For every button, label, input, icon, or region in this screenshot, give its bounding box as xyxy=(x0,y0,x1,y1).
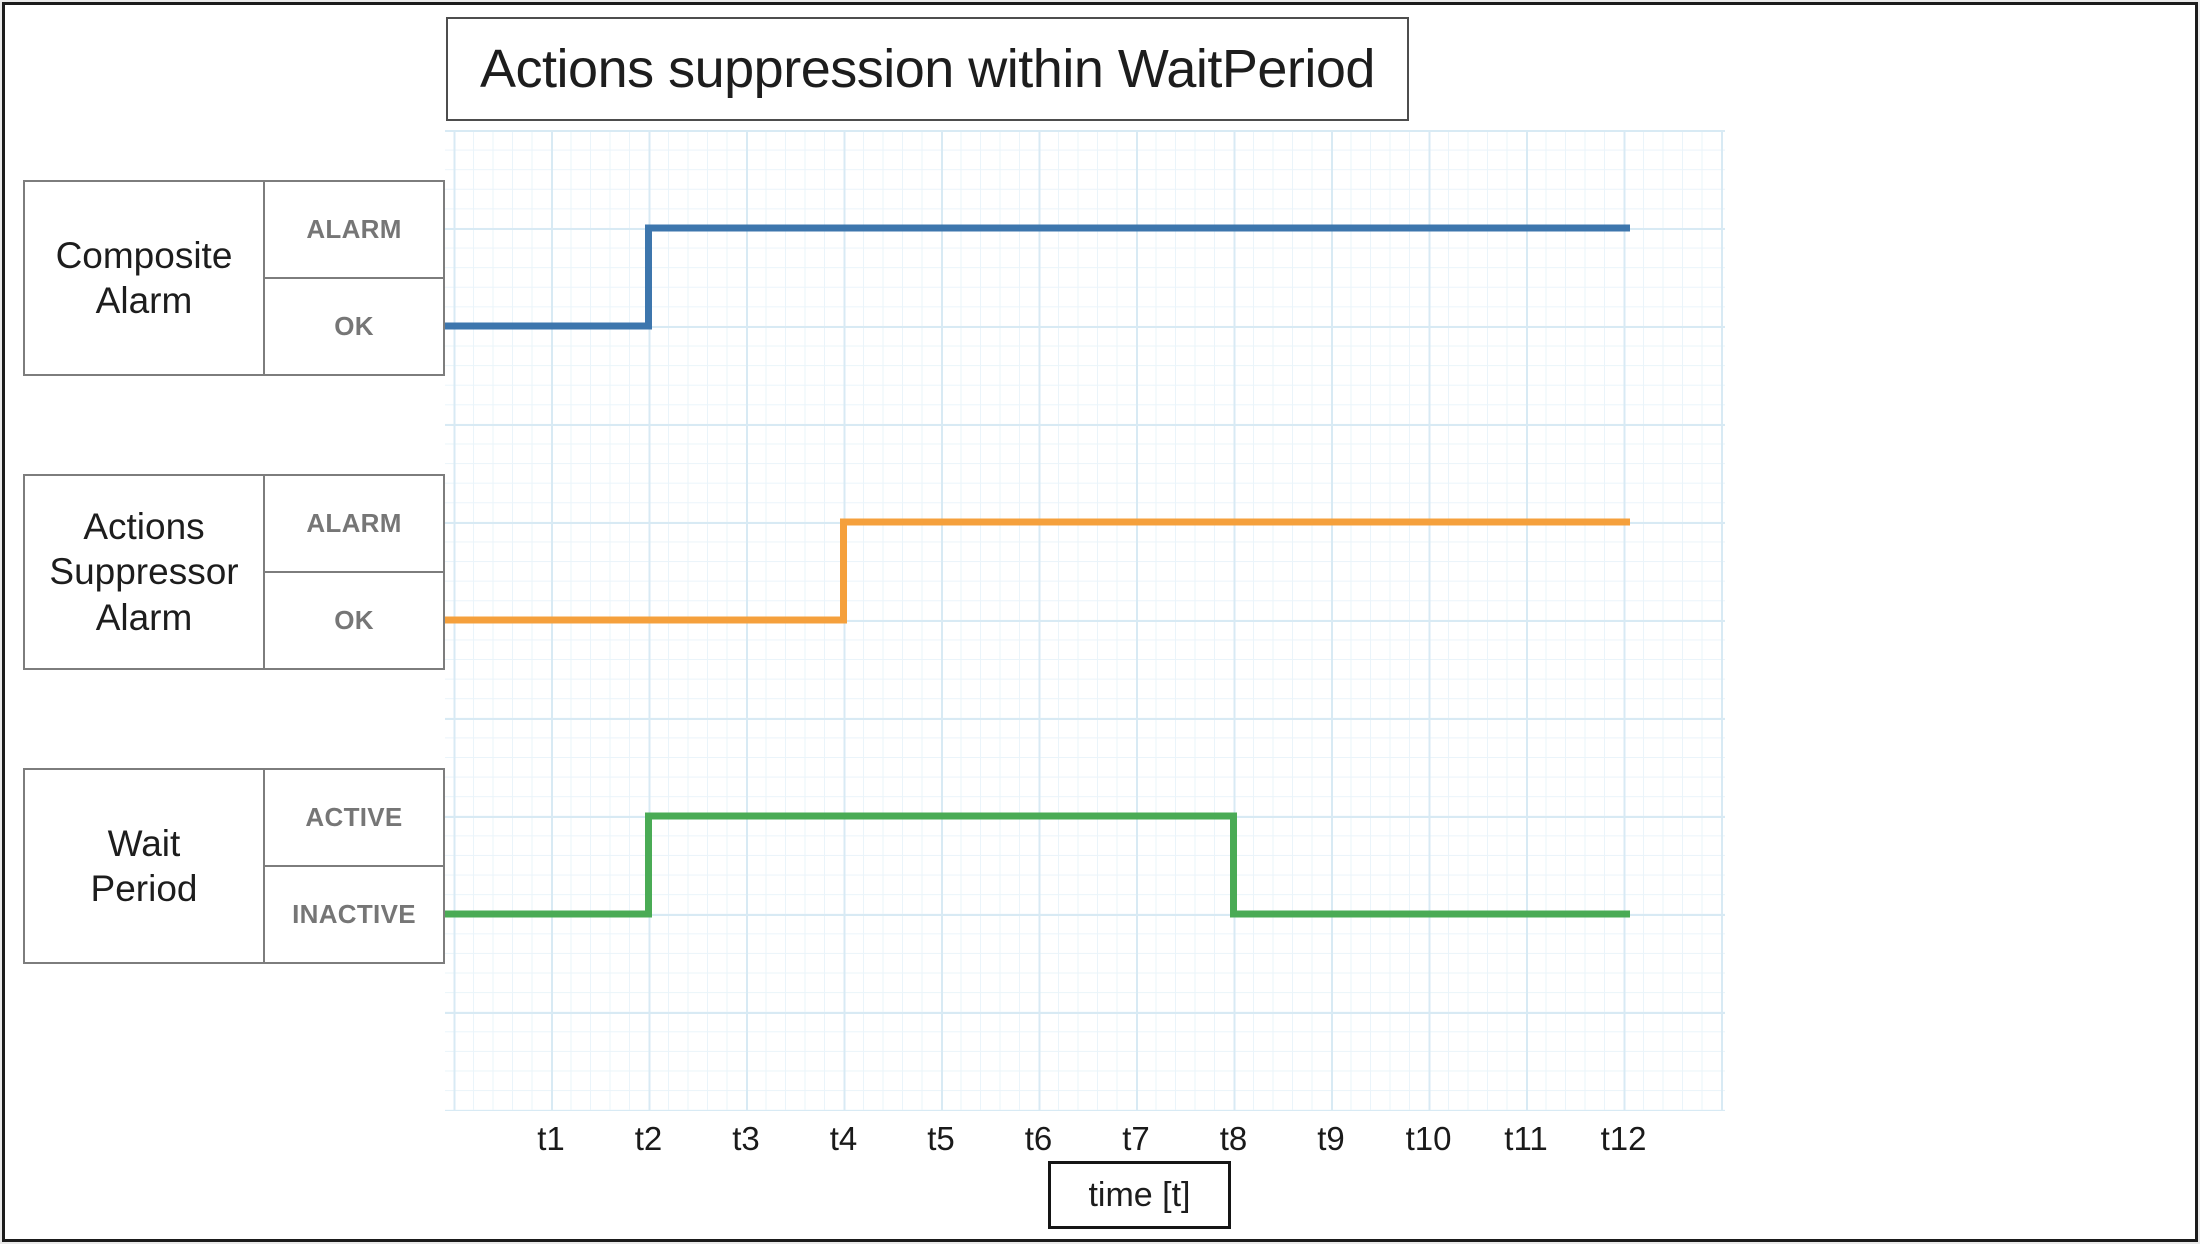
state-label-active: ACTIVE xyxy=(265,770,443,867)
state-column: ALARM OK xyxy=(265,476,443,668)
x-tick-t10: t10 xyxy=(1405,1120,1452,1157)
signal-line-actions-suppressor-alarm xyxy=(445,518,1630,624)
state-label-ok: OK xyxy=(334,605,374,635)
x-tick-t4: t4 xyxy=(829,1120,858,1157)
title-box: Actions suppression within WaitPeriod xyxy=(446,17,1409,121)
x-tick-t2: t2 xyxy=(634,1120,663,1157)
state-column: ACTIVE INACTIVE xyxy=(265,770,443,962)
signal-label-box-actions-suppressor-alarm: Actions Suppressor Alarm ALARM OK xyxy=(23,474,445,670)
signal-label-box-wait-period: Wait Period ACTIVE INACTIVE xyxy=(23,768,445,964)
x-axis-ticks: t1 t2 t3 t4 t5 t6 t7 t8 t9 t10 t11 t12 xyxy=(445,1120,1725,1164)
page-title: Actions suppression within WaitPeriod xyxy=(480,39,1375,99)
x-tick-t3: t3 xyxy=(732,1120,760,1157)
state-column: ALARM OK xyxy=(265,182,443,374)
signal-line-wait-period xyxy=(445,812,1630,918)
signal-line-composite-alarm xyxy=(445,224,1630,330)
signal-name: Composite Alarm xyxy=(55,234,233,321)
x-tick-t8: t8 xyxy=(1219,1120,1248,1157)
signal-name: Actions Suppressor Alarm xyxy=(49,506,239,638)
state-label-alarm: ALARM xyxy=(265,182,443,279)
x-tick-t9: t9 xyxy=(1317,1120,1345,1157)
x-axis-label-box: time [t] xyxy=(1048,1161,1231,1229)
chart-grid xyxy=(445,130,1725,1111)
x-tick-t6: t6 xyxy=(1024,1120,1053,1157)
signal-name: Wait Period xyxy=(90,822,198,909)
x-tick-t5: t5 xyxy=(927,1120,955,1157)
x-tick-t1: t1 xyxy=(537,1120,565,1157)
x-axis-label: time [t] xyxy=(1088,1175,1191,1214)
x-tick-t12: t12 xyxy=(1600,1120,1647,1157)
state-label-ok: OK xyxy=(334,311,374,341)
x-tick-t11: t11 xyxy=(1504,1120,1548,1157)
state-label-alarm: ALARM xyxy=(265,476,443,573)
signal-name-cell: Actions Suppressor Alarm xyxy=(25,476,265,668)
signal-name-cell: Composite Alarm xyxy=(25,182,265,374)
signal-label-box-composite-alarm: Composite Alarm ALARM OK xyxy=(23,180,445,376)
signal-lines xyxy=(445,224,1630,918)
x-tick-t7: t7 xyxy=(1122,1120,1150,1157)
signal-name-cell: Wait Period xyxy=(25,770,265,962)
state-label-inactive: INACTIVE xyxy=(292,899,416,929)
